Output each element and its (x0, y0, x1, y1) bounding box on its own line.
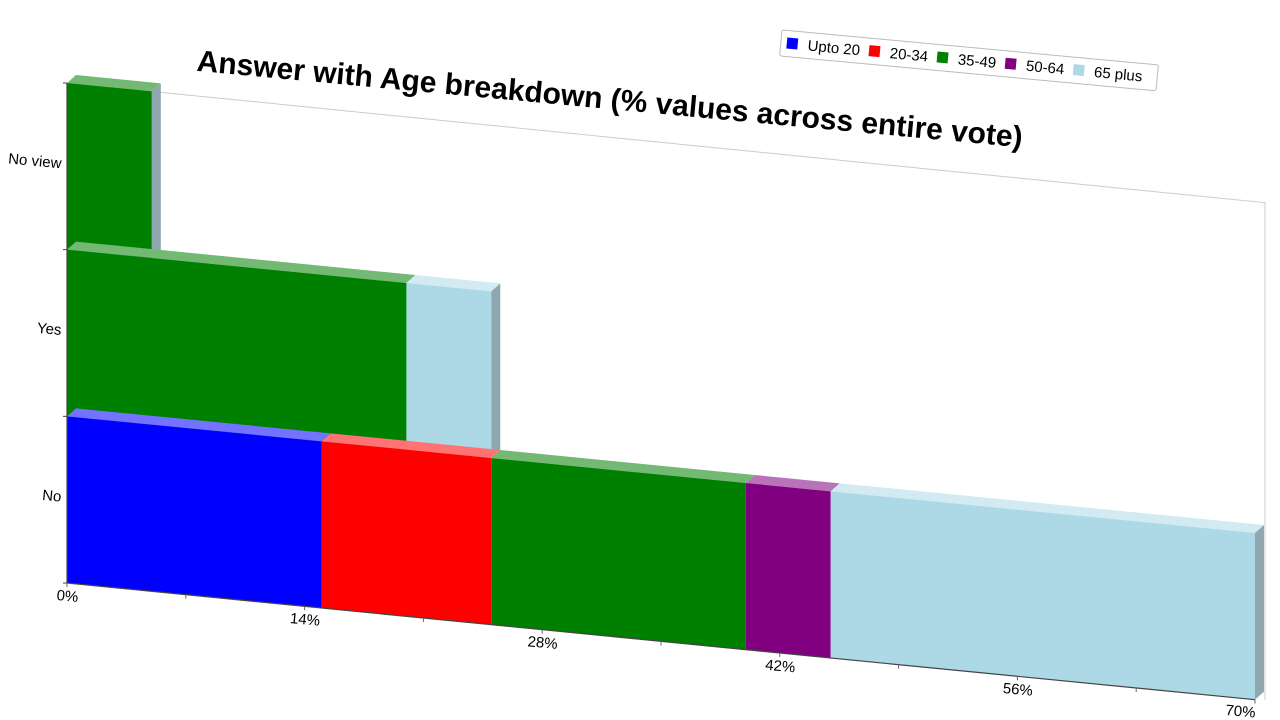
legend-swatch (936, 51, 949, 64)
bar-no-20-34 (321, 433, 501, 625)
legend-swatch (786, 37, 799, 50)
legend-entry: 50-64 (1025, 58, 1065, 78)
x-tick-label: 28% (527, 633, 558, 653)
x-tick-label: 42% (764, 657, 795, 677)
legend-entry: 65 plus (1093, 64, 1143, 85)
bar-side-face (1255, 524, 1264, 700)
bar-front-face (67, 83, 152, 258)
bar-front-face (745, 482, 831, 658)
bar-top-face (67, 408, 331, 442)
legend-entry: 35-49 (957, 51, 997, 71)
bar-top-face (830, 483, 1264, 533)
bar-no-upto-20 (67, 408, 331, 608)
bar-top-face (406, 274, 501, 292)
y-tick-label: No view (7, 150, 62, 172)
bar-front-face (321, 441, 492, 625)
bars (67, 75, 1264, 700)
x-tick-label: 56% (1002, 680, 1033, 700)
x-tick-label: 70% (1225, 702, 1256, 720)
bar-front-face (67, 416, 322, 608)
axes: No Yes No view 0% 14% 28% 42% 56% 70% (7, 82, 1256, 720)
bar-top-face (321, 433, 501, 458)
bar-side-face (151, 83, 161, 258)
bar-top-face (67, 241, 416, 283)
bar-front-face (406, 282, 492, 458)
plot-area (66, 82, 1266, 700)
bar-front-face (491, 457, 746, 650)
x-tick-label: 0% (56, 587, 79, 606)
legend-box (779, 29, 1159, 92)
x-tick-label: 14% (289, 610, 320, 630)
plot-frame (66, 82, 1266, 700)
bar-no-view-35-49 (67, 75, 161, 258)
bar-no-65-plus (830, 483, 1264, 700)
legend-swatch (868, 45, 881, 58)
bar-yes-35-49 (67, 241, 416, 450)
bar-top-face (491, 449, 755, 483)
bar-no-35-49 (491, 449, 755, 650)
bar-front-face (67, 249, 407, 450)
bar-top-face (745, 474, 840, 492)
bar-front-face (830, 491, 1255, 700)
bar-yes-65-plus (406, 274, 501, 458)
legend-entry: Upto 20 (807, 37, 861, 59)
legend: Upto 20 20-34 35-49 50-64 65 plus (779, 29, 1159, 92)
bar-side-face (491, 283, 501, 458)
bar-no-50-64 (745, 474, 840, 658)
legend-swatch (1072, 64, 1085, 77)
y-tick-label: Yes (36, 320, 62, 339)
legend-swatch (1004, 57, 1017, 70)
bar-top-face (67, 75, 161, 92)
y-tick-label: No (42, 487, 63, 506)
legend-entry: 20-34 (889, 45, 929, 65)
